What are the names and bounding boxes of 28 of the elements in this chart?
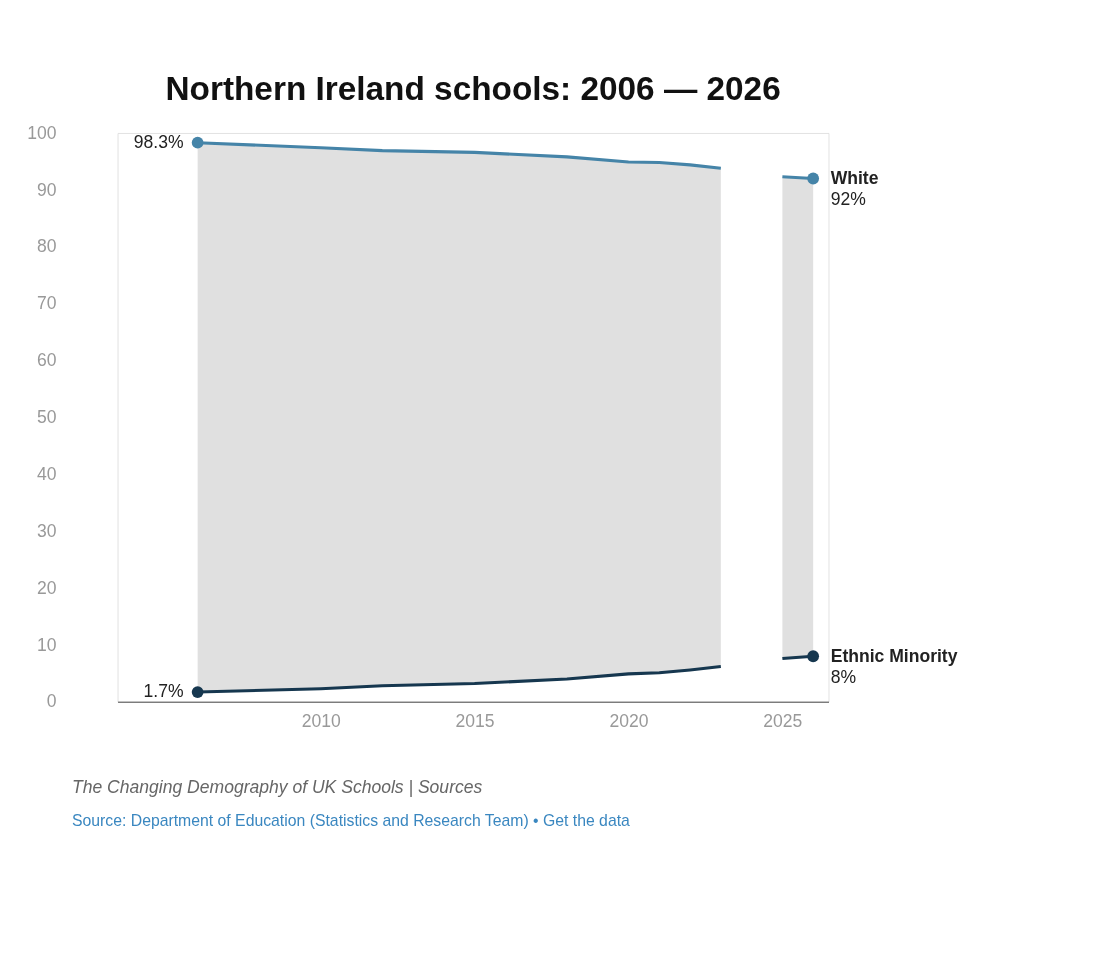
data-label: 98.3% [133, 131, 184, 152]
y-tick-label: 100 [27, 122, 57, 143]
source-note: Source: Department of Education (Statistics and Research Team) • Get the data [71, 812, 631, 830]
y-tick-label: 30 [37, 520, 57, 541]
x-tick-label: 2020 [609, 710, 649, 731]
y-tick-label: 90 [37, 179, 57, 200]
y-tick-label: 20 [37, 577, 57, 598]
point [807, 172, 820, 185]
y-tick-label: 50 [37, 407, 57, 428]
text: The Changing Demography of UK Schools | Sources [71, 777, 483, 798]
x-tick-label: 2015 [455, 710, 495, 731]
point [807, 650, 820, 663]
series-label: Ethnic Minority [830, 645, 958, 666]
y-tick-label: 80 [37, 236, 57, 257]
data-label: 8% [830, 666, 857, 687]
point [191, 686, 204, 698]
chart-title: Northern Ireland schools: 2006 — 2026 [165, 69, 781, 107]
y-tick-label: 0 [46, 691, 57, 712]
data-label: 1.7% [143, 681, 184, 702]
data-label: 92% [830, 188, 866, 209]
x-tick-label: 2025 [763, 710, 803, 731]
y-tick-label: 70 [37, 293, 57, 314]
y-tick-label: 10 [37, 634, 57, 655]
series-label: White [830, 167, 879, 188]
x-tick-label: 2010 [301, 710, 341, 731]
point [191, 136, 204, 149]
y-tick-label: 60 [37, 350, 57, 371]
y-tick-label: 40 [37, 463, 57, 484]
